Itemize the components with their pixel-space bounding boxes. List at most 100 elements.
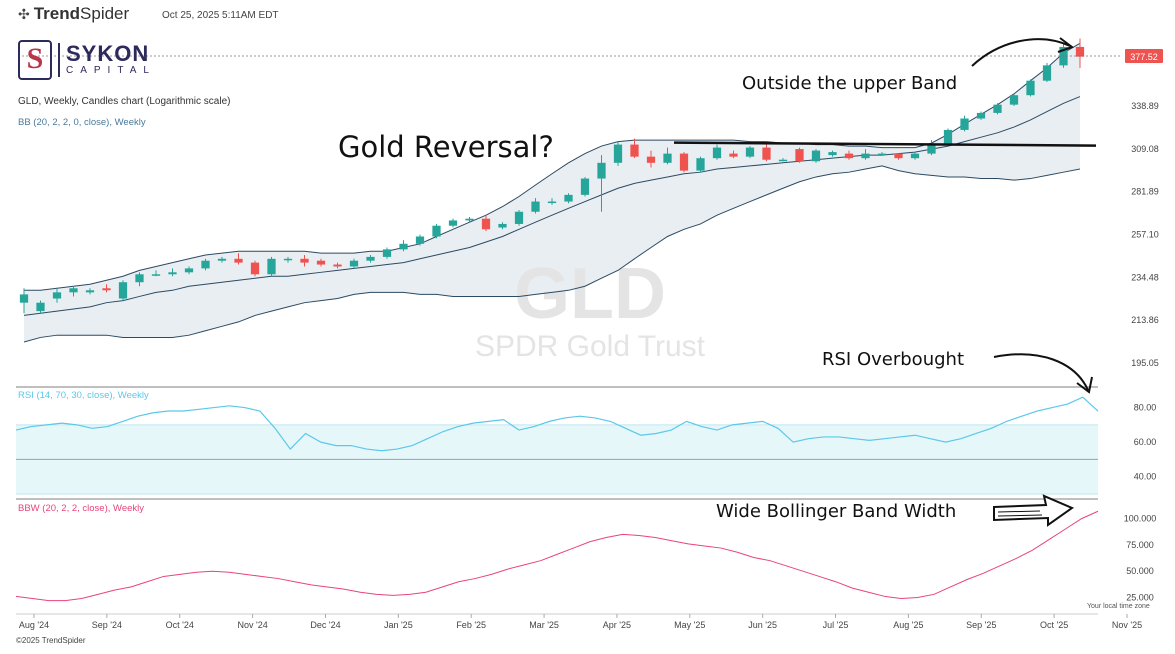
x-tick-label: Jul '25 <box>823 620 849 630</box>
candle-body <box>729 153 738 157</box>
candle <box>151 270 161 277</box>
candle-body <box>399 243 408 250</box>
rsi-panel: 80.00 60.00 40.00 <box>15 386 1157 495</box>
candle-body <box>184 268 194 273</box>
candle <box>993 103 1002 115</box>
x-tick-label: Mar '25 <box>529 620 559 630</box>
candle <box>828 150 837 157</box>
candle <box>580 176 590 197</box>
rsi-tick-label: 40.00 <box>1134 472 1157 482</box>
candle-body <box>448 220 458 226</box>
candle <box>69 286 78 297</box>
candle <box>184 266 194 275</box>
candle <box>102 284 111 293</box>
candle <box>547 198 557 205</box>
bbw-arrow-icon <box>993 494 1075 527</box>
candle-body <box>613 144 623 163</box>
candle-body <box>102 288 111 291</box>
candle <box>960 115 969 132</box>
candle-body <box>69 288 78 293</box>
candle <box>762 143 771 162</box>
candle <box>795 147 804 163</box>
rsi-arrow-icon <box>993 353 1089 391</box>
candle <box>382 247 392 259</box>
candle <box>316 258 326 267</box>
candle-body <box>349 260 359 267</box>
candle <box>36 300 45 314</box>
bbw-line <box>15 510 1099 602</box>
rsi-indicator-label[interactable]: RSI (14, 70, 30, close), Weekly <box>18 390 149 401</box>
candle-body <box>283 258 293 261</box>
candle-body <box>811 150 821 162</box>
candle-body <box>201 260 210 269</box>
candle <box>85 288 95 295</box>
candle-body <box>481 218 491 230</box>
x-tick-label: Apr '25 <box>603 620 631 630</box>
candle-body <box>712 147 722 159</box>
candle-body <box>844 153 854 159</box>
bbw-indicator-label[interactable]: BBW (20, 2, 2, close), Weekly <box>18 503 145 514</box>
candle <box>498 222 507 230</box>
price-tick-label: 338.89 <box>1131 101 1159 111</box>
candle-body <box>993 104 1002 113</box>
candle-body <box>465 218 474 221</box>
candle <box>465 216 474 223</box>
candle <box>135 272 144 287</box>
candle-body <box>267 258 276 275</box>
candle-body <box>547 201 557 204</box>
candle <box>976 111 986 120</box>
upper-band-arrowhead-icon <box>1057 37 1075 53</box>
candle-body <box>745 147 755 157</box>
rsi-arrowhead-icon <box>1076 376 1093 394</box>
candle <box>201 258 210 271</box>
candle <box>267 256 276 277</box>
candle-body <box>1042 65 1052 81</box>
x-tick-label: Aug '24 <box>19 620 49 630</box>
candle <box>531 198 540 214</box>
x-tick-label: Feb '25 <box>456 620 486 630</box>
trendspider-logo-icon: ✣ <box>18 5 30 22</box>
sykon-mark-icon: S <box>18 40 52 80</box>
x-axis: Aug '24 Sep '24 Oct '24 Nov '24 Dec '24 Jan '… <box>16 613 1142 630</box>
candle-body <box>498 223 507 228</box>
candle <box>778 158 788 162</box>
x-tick-label: Nov '25 <box>1112 620 1142 630</box>
candle <box>696 156 705 173</box>
bb-indicator-label[interactable]: BB (20, 2, 2, 0, close), Weekly <box>18 117 146 128</box>
candle-body <box>85 290 95 293</box>
candle <box>844 150 854 160</box>
candle <box>597 155 606 212</box>
candle <box>19 288 29 314</box>
x-tick-label: Aug '25 <box>893 620 923 630</box>
candle-body <box>696 158 705 171</box>
upper-band-arrow-icon <box>971 38 1071 67</box>
bbw-arrow-hatch-icon <box>997 510 1043 517</box>
resistance-line <box>673 141 1097 147</box>
candle-body <box>778 159 788 162</box>
candle-body <box>894 153 903 159</box>
candle-body <box>762 147 771 160</box>
bollinger-band-fill <box>24 43 1080 342</box>
annotation-title: Gold Reversal? <box>338 130 554 164</box>
candle <box>168 268 177 277</box>
annotation-arrows <box>971 37 1093 527</box>
trendspider-brand[interactable]: ✣ TrendSpider <box>18 4 129 24</box>
candle-body <box>382 249 392 257</box>
candle <box>1009 93 1019 107</box>
candle <box>811 149 821 163</box>
price-tick-label: 309.08 <box>1131 144 1159 154</box>
candle-body <box>943 129 953 145</box>
candle <box>712 144 722 160</box>
candle <box>118 280 128 301</box>
candle <box>861 149 870 160</box>
candle-body <box>135 274 144 283</box>
candle-body <box>910 153 920 159</box>
candle-body <box>927 144 936 154</box>
candle <box>514 210 524 226</box>
candle-body <box>976 112 986 119</box>
candle-body <box>877 153 887 156</box>
bb-lower-line <box>23 165 1081 343</box>
bb-upper-line <box>24 42 1081 291</box>
x-tick-label: Oct '25 <box>1040 620 1068 630</box>
